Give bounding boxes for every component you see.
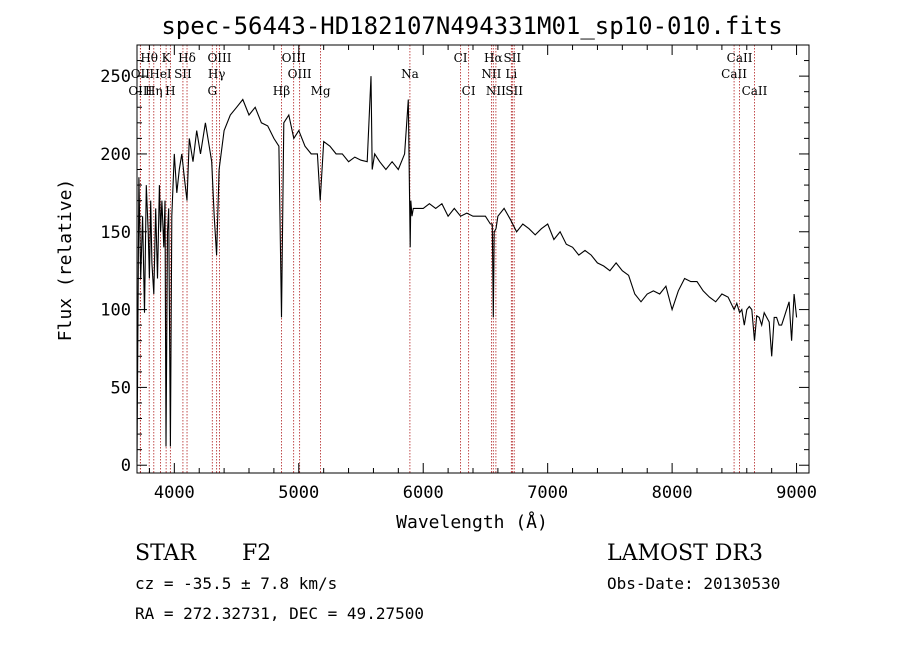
line-label: SII: [505, 84, 523, 98]
y-tick-label: 150: [100, 223, 131, 243]
line-label: Li: [505, 67, 517, 81]
line-label: Mg: [311, 84, 331, 98]
spectral-line-markers: [139, 45, 755, 473]
line-label: OII: [131, 67, 151, 81]
x-tick-label: 9000: [776, 483, 817, 503]
obs-date: Obs-Date: 20130530: [607, 574, 780, 593]
line-label: SII: [503, 51, 521, 65]
y-axis-label: Flux (relative): [55, 179, 76, 342]
object-class: STAR: [135, 541, 197, 566]
line-label: OIII: [282, 51, 306, 65]
y-tick-label: 200: [100, 145, 131, 165]
spectrum-series: [136, 76, 798, 463]
x-tick-label: 7000: [527, 483, 568, 503]
line-label: OIII: [128, 84, 152, 98]
line-label: HeI: [149, 67, 172, 81]
y-tick-label: 250: [100, 67, 131, 87]
survey-name: LAMOST DR3: [607, 541, 763, 566]
line-label: OIII: [207, 51, 231, 65]
line-label: Hη: [145, 84, 163, 98]
y-axis-ticks: 0 50 100 150 200 250: [100, 60, 809, 476]
y-tick-label: 50: [111, 378, 131, 398]
line-label: CaII: [742, 84, 768, 98]
x-axis-label: Wavelength (Å): [396, 511, 548, 533]
y-tick-label: 100: [100, 301, 131, 321]
line-label: G: [207, 84, 217, 98]
line-label: CaII: [721, 67, 747, 81]
line-label: CI: [462, 84, 476, 98]
line-label: CaII: [727, 51, 753, 65]
x-axis-ticks: 4000 5000 6000 7000 8000 9000: [148, 45, 817, 503]
chart-title: spec-56443-HD182107N494331M01_sp10-010.f…: [161, 12, 782, 40]
line-label: CI: [454, 51, 468, 65]
plot-frame: [136, 44, 810, 474]
line-label: Hβ: [273, 84, 290, 98]
line-label: OIII: [288, 67, 312, 81]
x-tick-label: 4000: [154, 483, 195, 503]
line-label: Hδ: [178, 51, 196, 65]
subclass: F2: [242, 541, 271, 566]
line-label: NII: [481, 67, 501, 81]
line-label: Hα: [484, 51, 503, 65]
line-label: K: [162, 51, 172, 65]
line-label: Na: [401, 67, 419, 81]
line-label: SII: [174, 67, 192, 81]
coordinates: RA = 272.32731, DEC = 49.27500: [135, 604, 424, 623]
redshift-value: cz = -35.5 ± 7.8 km/s: [135, 574, 337, 593]
x-tick-label: 5000: [278, 483, 319, 503]
y-tick-label: 0: [121, 456, 131, 476]
line-label: H: [165, 84, 175, 98]
x-tick-label: 8000: [652, 483, 693, 503]
line-label: NII: [486, 84, 506, 98]
x-tick-label: 6000: [403, 483, 444, 503]
line-label: Hθ: [140, 51, 158, 65]
line-label: Hγ: [208, 67, 226, 81]
